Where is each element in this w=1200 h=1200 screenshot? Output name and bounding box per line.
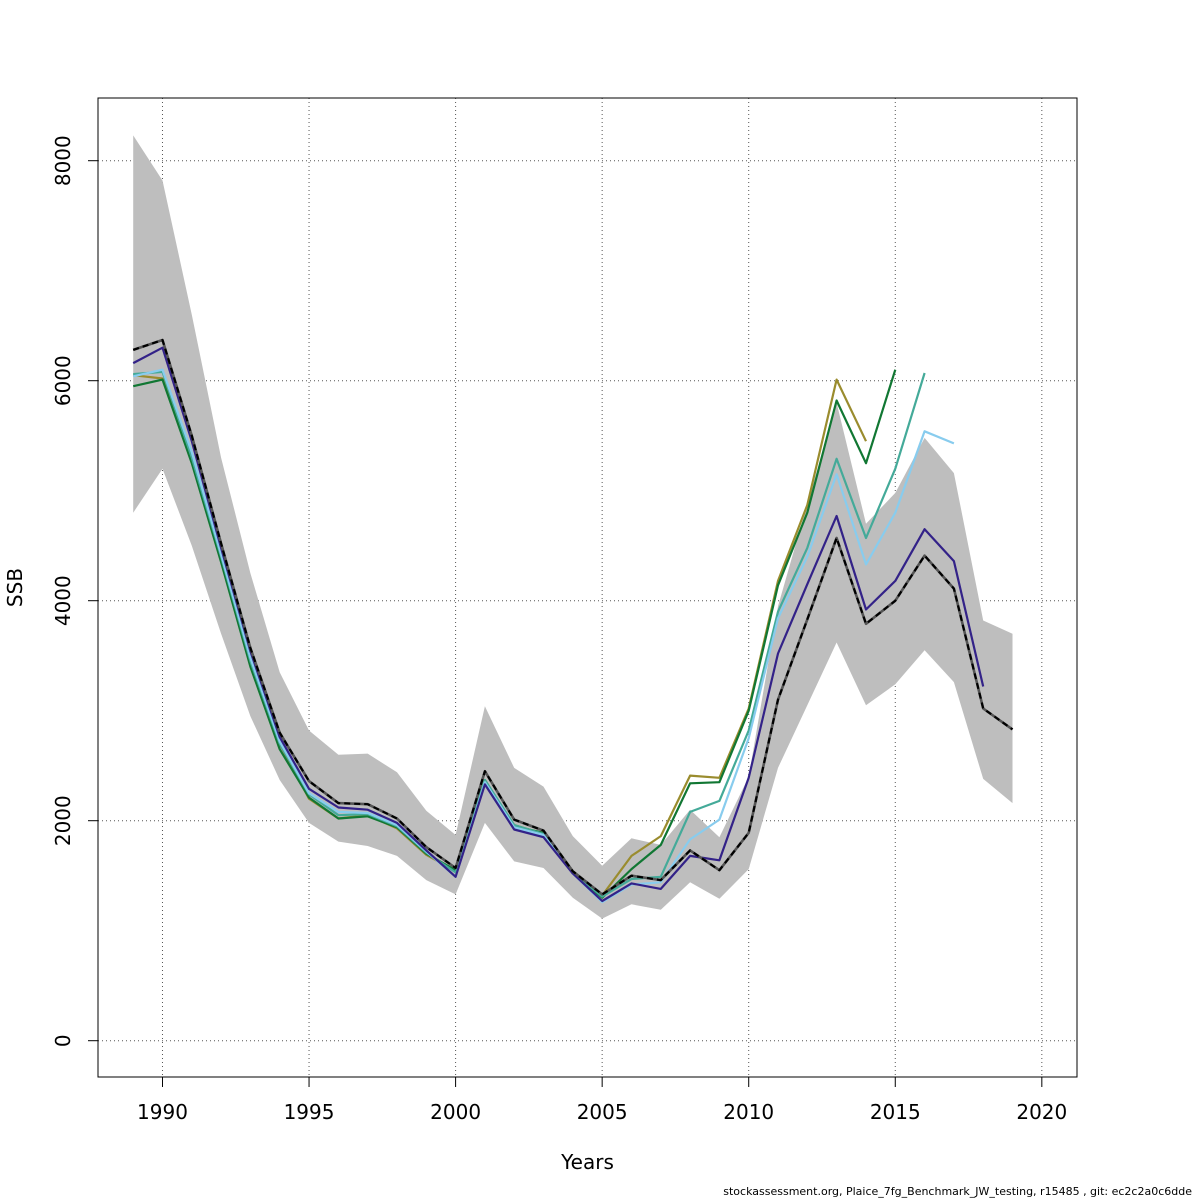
plot-frame (97, 97, 1078, 1078)
y-axis-label: SSB (3, 568, 27, 607)
y-tick-label: 4000 (51, 575, 75, 626)
x-tick-label: 2010 (723, 1100, 774, 1124)
x-tick-label: 1995 (284, 1100, 335, 1124)
footer-source-text: stockassessment.org, Plaice_7fg_Benchmar… (723, 1185, 1192, 1198)
y-tick-label: 2000 (51, 795, 75, 846)
x-tick-label: 2020 (1016, 1100, 1067, 1124)
series-line-4 (132, 368, 955, 904)
confidence-band-area (133, 135, 1013, 919)
axes: 1990 1995 2000 2005 2010 2015 2020 0 2000 4000 600… (51, 135, 1067, 1124)
x-tick-label: 1990 (137, 1100, 188, 1124)
y-tick-label: 6000 (51, 355, 75, 406)
series-line-5 (132, 346, 985, 903)
series-line-6 (132, 338, 1014, 896)
x-tick-label: 2005 (577, 1100, 628, 1124)
y-tick-label: 8000 (51, 135, 75, 186)
x-tick-label: 2015 (870, 1100, 921, 1124)
confidence-band (133, 135, 1013, 919)
x-axis-label: Years (560, 1150, 614, 1174)
x-tick-label: 2000 (430, 1100, 481, 1124)
series-lines (132, 338, 1014, 904)
y-tick-label: 0 (51, 1034, 75, 1047)
